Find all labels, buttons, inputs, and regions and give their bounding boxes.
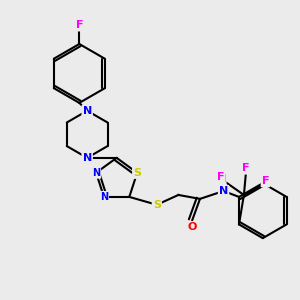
Text: N: N bbox=[219, 186, 228, 196]
Text: F: F bbox=[76, 20, 83, 30]
Text: H: H bbox=[218, 174, 226, 184]
Text: N: N bbox=[82, 106, 92, 116]
Text: S: S bbox=[133, 168, 141, 178]
Text: N: N bbox=[92, 168, 100, 178]
Text: O: O bbox=[188, 222, 197, 232]
Text: F: F bbox=[217, 172, 224, 182]
Text: N: N bbox=[82, 153, 92, 163]
Text: N: N bbox=[100, 192, 108, 202]
Text: F: F bbox=[262, 176, 269, 186]
Text: F: F bbox=[242, 164, 250, 173]
Text: S: S bbox=[153, 200, 161, 210]
